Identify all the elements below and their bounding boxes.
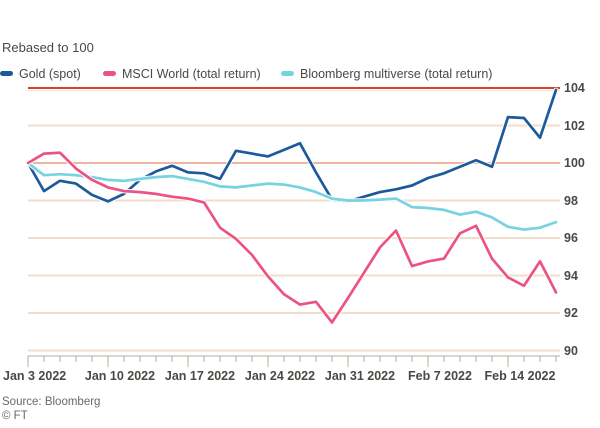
ft-copyright: © FT — [2, 410, 28, 422]
y-axis-label-90: 90 — [564, 343, 578, 358]
y-axis-label-92: 92 — [564, 306, 578, 320]
x-axis-label-jan-24-2022: Jan 24 2022 — [244, 369, 316, 383]
series-line-bloomberg-multiverse-total-return — [26, 161, 558, 231]
legend: Gold (spot) MSCI World (total return) Bl… — [0, 66, 600, 81]
legend-label-gold: Gold (spot) — [19, 66, 81, 81]
x-axis-label-feb-14-2022: Feb 14 2022 — [484, 369, 556, 383]
source-note: Source: Bloomberg — [2, 396, 101, 408]
legend-swatch-gold — [0, 71, 13, 76]
x-axis-label-jan-10-2022: Jan 10 2022 — [84, 369, 156, 383]
y-axis-label-104: 104 — [564, 81, 585, 95]
y-axis-label-94: 94 — [564, 268, 578, 283]
legend-swatch-bloomberg-multiverse — [281, 71, 294, 76]
legend-item-gold: Gold (spot) — [0, 66, 81, 81]
series-line-gold-spot — [26, 88, 558, 203]
x-axis-label-jan-3-2022: Jan 3 2022 — [3, 369, 67, 383]
x-axis-label-jan-17-2022: Jan 17 2022 — [164, 369, 236, 383]
legend-swatch-msci-world — [103, 71, 116, 76]
legend-label-bloomberg-multiverse: Bloomberg multiverse (total return) — [300, 66, 493, 81]
legend-label-msci-world: MSCI World (total return) — [122, 66, 261, 81]
legend-item-msci-world: MSCI World (total return) — [103, 66, 261, 81]
y-axis-label-102: 102 — [564, 118, 585, 133]
series-casing-bloomberg-multiverse-total-return — [25, 160, 559, 232]
y-axis-label-96: 96 — [564, 231, 578, 245]
y-axis-label-100: 100 — [564, 156, 585, 170]
y-axis-label-98: 98 — [564, 193, 578, 208]
x-axis-label-feb-7-2022: Feb 7 2022 — [408, 369, 472, 383]
legend-item-bloomberg-multiverse: Bloomberg multiverse (total return) — [281, 66, 492, 81]
chart-subtitle: Rebased to 100 — [2, 40, 94, 55]
x-axis-label-jan-31-2022: Jan 31 2022 — [324, 369, 396, 383]
series-line-msci-world-total-return — [26, 151, 558, 324]
